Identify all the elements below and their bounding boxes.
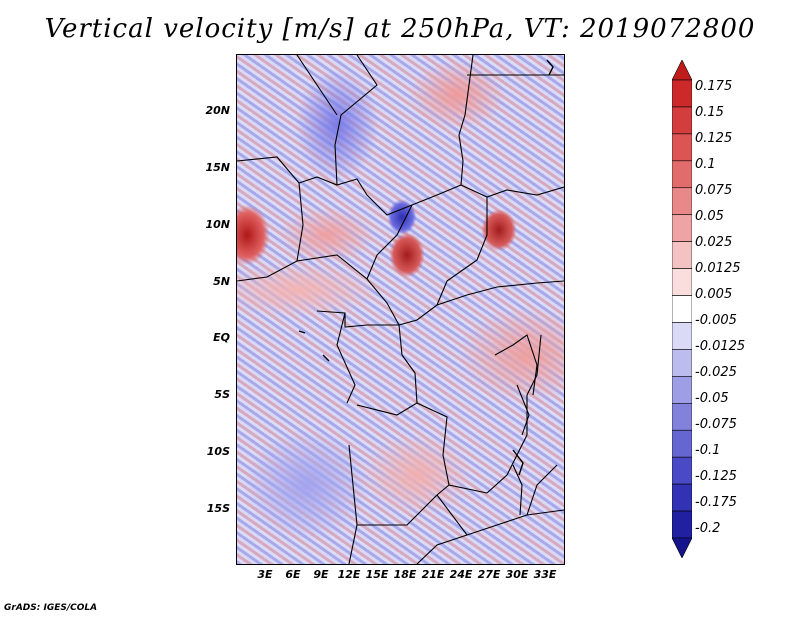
colorbar-segment	[672, 510, 692, 539]
x-tick-27e: 27E	[477, 568, 501, 581]
colorbar-segment	[672, 268, 692, 296]
colorbar-label: 0.025	[695, 235, 733, 250]
colorbar-segment	[672, 376, 692, 404]
colorbar-segment	[672, 295, 692, 323]
colorbar	[672, 60, 692, 558]
colorbar-segment	[672, 349, 692, 377]
colorbar-segment	[672, 79, 692, 108]
colorbar-label: -0.0125	[695, 339, 746, 354]
x-tick-24e: 24E	[449, 568, 473, 581]
colorbar-segment	[672, 60, 692, 81]
map-title: Vertical velocity [m/s] at 250hPa, VT: 2…	[44, 14, 756, 44]
colorbar-segment	[672, 160, 692, 189]
y-tick-5n: 5N	[213, 275, 230, 288]
colorbar-segment	[672, 214, 692, 242]
colorbar-label: -0.1	[695, 443, 721, 458]
x-tick-18e: 18E	[393, 568, 417, 581]
colorbar-segment	[672, 322, 692, 350]
y-tick-eq: EQ	[213, 331, 230, 344]
colorbar-label: -0.2	[695, 521, 721, 536]
colorbar-label: -0.125	[695, 469, 737, 484]
x-tick-6e: 6E	[285, 568, 301, 581]
colorbar-label: -0.005	[695, 313, 737, 328]
colorbar-label: -0.175	[695, 495, 737, 510]
x-tick-9e: 9E	[313, 568, 329, 581]
colorbar-segment	[672, 429, 692, 458]
colorbar-segment	[672, 402, 692, 431]
colorbar-label: -0.025	[695, 365, 737, 380]
colorbar-segment	[672, 187, 692, 216]
x-tick-3e: 3E	[257, 568, 273, 581]
colorbar-label: 0.005	[695, 287, 733, 302]
colorbar-segment	[672, 456, 692, 485]
colorbar-segment	[672, 483, 692, 512]
country-borders	[237, 55, 564, 564]
colorbar-segment	[672, 133, 692, 162]
colorbar-label: 0.175	[695, 79, 733, 94]
y-tick-10n: 10N	[205, 218, 230, 231]
colorbar-label: -0.05	[695, 391, 729, 406]
colorbar-label: -0.075	[695, 417, 737, 432]
y-tick-5s: 5S	[214, 388, 230, 401]
grads-credit: GrADS: IGES/COLA	[4, 603, 98, 613]
colorbar-segment	[672, 106, 692, 135]
colorbar-label: 0.0125	[695, 261, 741, 276]
x-tick-21e: 21E	[421, 568, 445, 581]
x-tick-33e: 33E	[533, 568, 557, 581]
y-tick-20n: 20N	[205, 104, 230, 117]
colorbar-label: 0.05	[695, 209, 724, 224]
y-tick-15n: 15N	[205, 161, 230, 174]
x-tick-30e: 30E	[505, 568, 529, 581]
x-tick-12e: 12E	[337, 568, 361, 581]
colorbar-label: 0.1	[695, 157, 716, 172]
map-panel	[236, 54, 565, 565]
colorbar-label: 0.15	[695, 105, 724, 120]
x-tick-15e: 15E	[365, 568, 389, 581]
colorbar-label: 0.125	[695, 131, 733, 146]
colorbar-label: 0.075	[695, 183, 733, 198]
colorbar-segment	[672, 537, 692, 558]
colorbar-segment	[672, 241, 692, 269]
y-tick-10s: 10S	[206, 445, 230, 458]
y-tick-15s: 15S	[206, 502, 230, 515]
